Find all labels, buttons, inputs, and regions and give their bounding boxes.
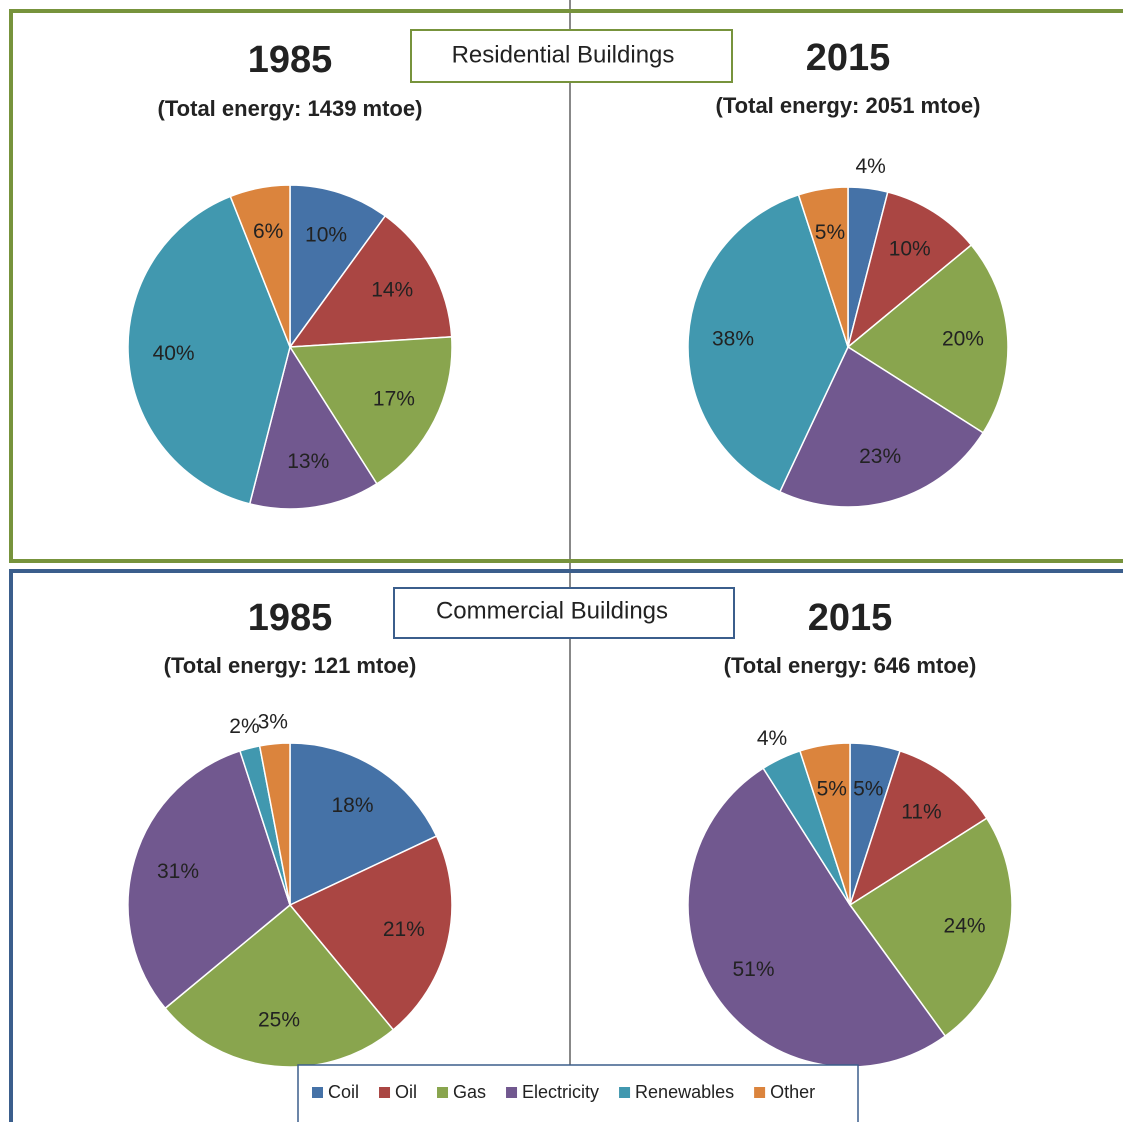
legend-swatch — [312, 1087, 323, 1098]
legend-label: Renewables — [635, 1082, 734, 1102]
legend-label: Oil — [395, 1082, 417, 1102]
data-label: 23% — [859, 445, 901, 468]
data-label: 5% — [817, 777, 847, 800]
data-label: 25% — [258, 1009, 300, 1032]
pie-slice — [797, 186, 849, 348]
chart-subtitle: (Total energy: 2051 mtoe) — [716, 93, 981, 118]
pie-slice — [687, 767, 947, 1068]
pie-slice — [164, 903, 395, 1068]
section-box — [393, 587, 735, 639]
legend-swatch — [437, 1087, 449, 1098]
legend-label: Coil — [328, 1082, 359, 1102]
data-label: 21% — [383, 918, 425, 941]
legend-label: Electricity — [522, 1082, 599, 1102]
pie-slice — [127, 749, 291, 1010]
legend-label: Gas — [453, 1082, 486, 1102]
data-label: 17% — [373, 388, 415, 411]
data-label: 5% — [853, 777, 883, 800]
section-label: Commercial Buildings — [436, 597, 668, 624]
pie-slice — [288, 336, 453, 485]
chart-title: 2015 — [806, 37, 891, 79]
pie-slice — [846, 243, 1009, 434]
chart-title: 1985 — [248, 39, 333, 81]
legend-swatch — [379, 1087, 391, 1098]
data-label: 6% — [253, 220, 283, 243]
data-label: 40% — [153, 342, 195, 365]
legend-swatch — [754, 1087, 766, 1098]
pies: 1985 (Total energy: 1439 mtoe) 10% 14% 17% 13… — [127, 37, 1013, 1068]
pie-slice — [289, 184, 387, 350]
chart-subtitle: (Total energy: 1439 mtoe) — [158, 96, 423, 121]
chart-subtitle: (Total energy: 646 mtoe) — [724, 653, 977, 678]
pie-slice — [258, 742, 291, 906]
legend-swatch — [506, 1087, 518, 1098]
pie-slice — [687, 193, 849, 493]
commercial-frame — [9, 569, 1123, 1122]
chart-title: 1985 — [248, 597, 333, 639]
chart-subtitle: (Total energy: 121 mtoe) — [164, 653, 417, 678]
section-label: Residential Buildings — [452, 41, 675, 68]
pie-slice — [848, 749, 988, 907]
pie-slice — [127, 195, 291, 505]
data-label: 5% — [815, 221, 845, 244]
pie-slice — [288, 214, 453, 348]
data-label: 11% — [901, 800, 941, 823]
data-label: 3% — [258, 710, 288, 733]
data-label: 31% — [157, 860, 199, 883]
legend: Coil Oil Gas Electricity Renewables Other — [312, 1082, 815, 1102]
residential-frame — [9, 9, 1123, 563]
data-label: 4% — [855, 155, 885, 178]
legend-swatch — [619, 1087, 631, 1098]
pie-slice — [288, 835, 453, 1031]
data-label: 18% — [331, 794, 373, 817]
data-label: 51% — [733, 958, 775, 981]
pie-slice — [289, 742, 438, 907]
data-label: 10% — [889, 237, 931, 260]
pie-slice — [798, 742, 851, 906]
pie-slice — [848, 817, 1013, 1038]
data-label: 14% — [371, 278, 413, 301]
pie-slice — [229, 184, 291, 348]
legend-label: Other — [770, 1082, 815, 1102]
data-label: 38% — [712, 327, 754, 350]
data-label: 13% — [287, 450, 329, 473]
section-box — [410, 29, 733, 83]
data-label: 2% — [229, 715, 259, 738]
data-label: 20% — [942, 327, 984, 350]
data-label: 4% — [757, 727, 787, 750]
pie-slice — [778, 345, 985, 508]
pie-slice — [846, 191, 973, 350]
chart-title: 2015 — [808, 597, 893, 639]
data-label: 10% — [305, 224, 347, 247]
data-label: 24% — [944, 914, 986, 937]
pie-slice — [248, 345, 378, 510]
